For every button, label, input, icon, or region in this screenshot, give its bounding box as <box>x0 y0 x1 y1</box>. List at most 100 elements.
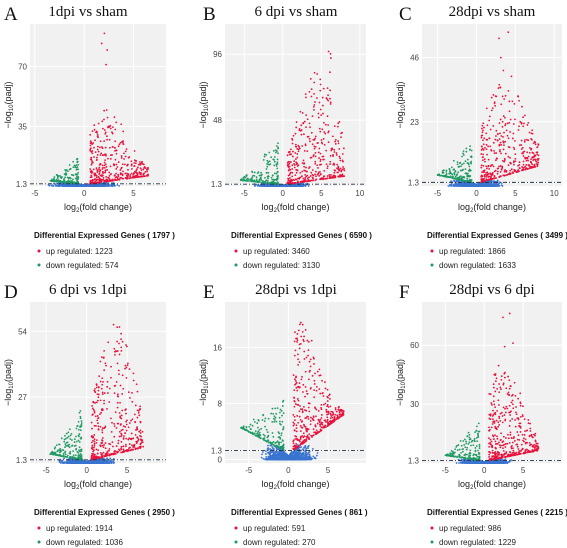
point-up-regulated <box>95 174 98 177</box>
point-up-regulated <box>313 81 316 84</box>
point-down-regulated <box>268 151 271 154</box>
point-down-regulated <box>273 172 276 175</box>
point-down-regulated <box>466 177 468 180</box>
point-down-regulated <box>69 167 72 170</box>
point-not-significant <box>469 184 471 187</box>
point-up-regulated <box>294 132 297 135</box>
point-up-regulated <box>517 129 520 131</box>
point-down-regulated <box>69 177 72 180</box>
point-not-significant <box>269 185 271 187</box>
point-up-regulated <box>291 171 294 174</box>
point-up-regulated <box>133 165 136 167</box>
point-up-regulated <box>329 103 332 105</box>
point-down-regulated <box>466 158 469 161</box>
point-up-regulated <box>117 145 120 148</box>
point-up-regulated <box>530 158 532 161</box>
point-down-regulated <box>265 153 268 156</box>
point-up-regulated <box>98 164 101 166</box>
point-down-regulated <box>457 166 460 168</box>
point-up-regulated <box>322 121 325 124</box>
point-up-regulated <box>98 177 101 180</box>
point-up-regulated <box>103 129 106 131</box>
point-up-regulated <box>89 168 92 170</box>
point-up-regulated <box>111 146 114 148</box>
point-not-significant <box>477 182 480 185</box>
point-up-regulated <box>311 115 314 118</box>
point-up-regulated <box>318 147 321 150</box>
point-up-regulated <box>324 132 327 135</box>
point-up-regulated <box>482 122 485 125</box>
point-up-regulated <box>333 169 336 172</box>
point-up-regulated <box>132 175 135 178</box>
point-up-regulated <box>91 179 94 182</box>
point-up-regulated <box>333 151 336 153</box>
point-up-regulated <box>111 154 113 156</box>
point-down-regulated <box>275 165 278 167</box>
point-not-significant <box>64 183 67 186</box>
point-down-regulated <box>470 155 473 158</box>
point-up-regulated <box>305 96 307 99</box>
point-down-regulated <box>456 161 459 163</box>
point-up-regulated <box>291 155 294 158</box>
point-up-regulated <box>109 180 112 182</box>
point-up-regulated <box>340 170 343 173</box>
point-down-regulated <box>258 178 261 181</box>
point-up-regulated <box>89 148 92 151</box>
point-up-regulated <box>296 165 299 167</box>
point-not-significant <box>254 184 257 187</box>
point-up-regulated <box>139 161 141 163</box>
point-up-regulated <box>103 161 106 164</box>
point-up-regulated <box>331 135 334 138</box>
point-up-regulated <box>525 163 528 166</box>
point-up-regulated <box>133 176 136 179</box>
point-down-regulated <box>262 159 265 161</box>
point-down-regulated <box>56 175 59 178</box>
point-not-significant <box>272 185 275 187</box>
legend: Differential Expressed Genes ( 6590 )up … <box>231 231 372 270</box>
point-down-regulated <box>245 174 248 176</box>
point-up-regulated <box>95 167 98 170</box>
point-up-regulated <box>144 167 147 169</box>
point-up-regulated <box>117 173 120 176</box>
point-up-regulated <box>99 169 102 172</box>
point-up-regulated <box>333 162 335 165</box>
point-up-regulated <box>308 137 311 140</box>
point-up-regulated <box>319 130 322 133</box>
point-up-regulated <box>101 154 104 156</box>
point-not-significant <box>300 182 303 185</box>
point-not-significant <box>492 180 495 183</box>
plot-area <box>422 24 562 186</box>
y-tick-label: 1.3 <box>16 180 28 189</box>
point-up-regulated <box>526 151 529 154</box>
point-up-regulated <box>312 177 314 180</box>
point-up-regulated <box>322 158 325 161</box>
point-not-significant <box>97 184 100 187</box>
point-down-regulated <box>460 177 463 180</box>
point-down-regulated <box>455 178 457 180</box>
point-up-regulated <box>294 143 297 146</box>
point-up-regulated <box>106 138 108 141</box>
point-down-regulated <box>77 163 80 166</box>
point-up-regulated <box>114 158 117 161</box>
point-up-regulated <box>92 142 95 144</box>
point-up-regulated <box>496 157 499 160</box>
point-up-regulated <box>97 122 100 125</box>
point-down-regulated <box>469 169 472 172</box>
point-not-significant <box>491 183 493 186</box>
point-not-significant <box>470 184 473 186</box>
point-down-regulated <box>260 173 263 176</box>
point-not-significant <box>287 185 290 187</box>
point-down-regulated <box>77 171 80 174</box>
point-up-regulated <box>91 160 93 163</box>
point-up-regulated <box>139 173 142 176</box>
point-up-regulated <box>136 176 139 178</box>
point-down-regulated <box>266 165 269 168</box>
point-down-regulated <box>245 179 248 182</box>
point-up-regulated <box>485 165 488 168</box>
point-down-regulated <box>76 174 78 176</box>
point-up-regulated <box>310 95 313 98</box>
scatter-points <box>239 50 346 187</box>
point-up-regulated <box>104 180 106 183</box>
point-up-regulated <box>319 173 322 176</box>
point-up-regulated <box>294 158 297 160</box>
